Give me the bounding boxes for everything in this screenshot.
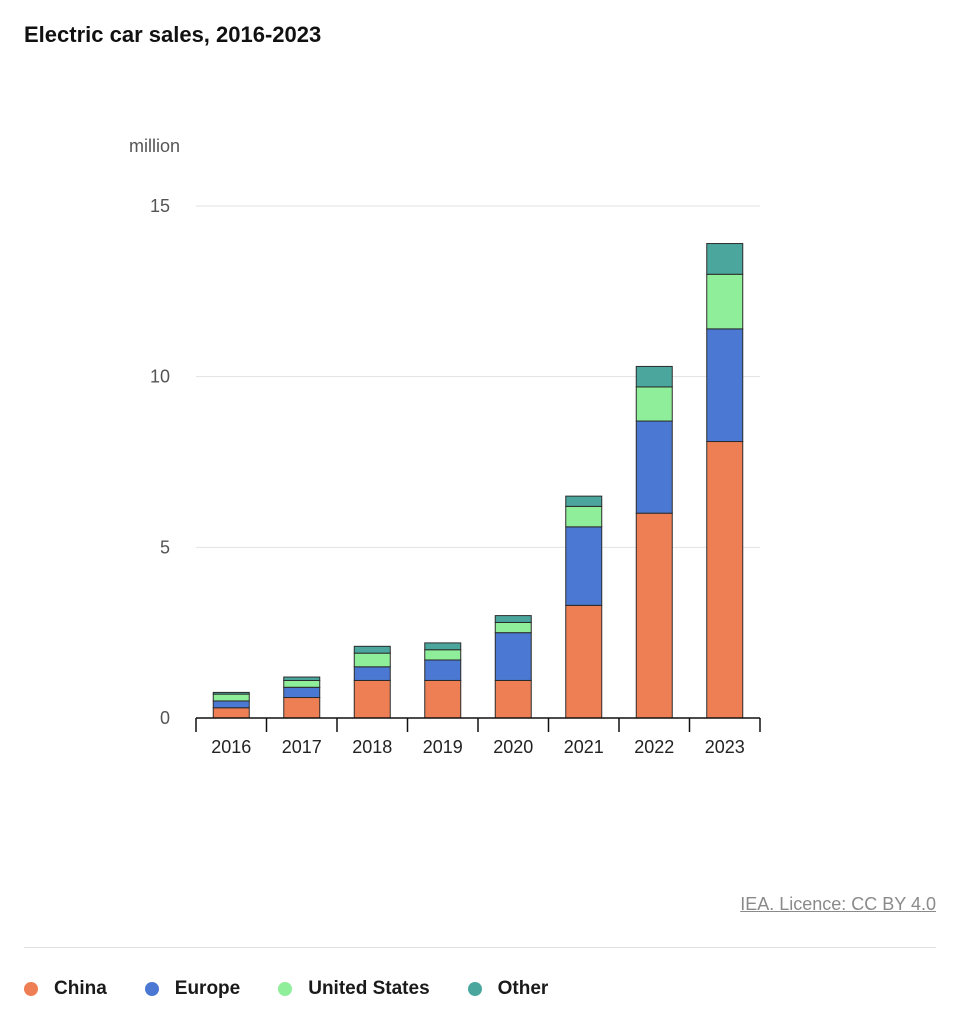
legend-item-united-states[interactable]: United States	[278, 978, 430, 1000]
bar-china-2016[interactable]	[212, 707, 250, 719]
legend-item-china[interactable]: China	[24, 978, 107, 1000]
x-axis-ticks: 2016 2017 2018 2019 2020 2021 2022 2023	[211, 737, 745, 757]
x-tick-label: 2016	[211, 737, 251, 757]
bar-europe-2023[interactable]	[706, 328, 744, 443]
bar-europe-2022[interactable]	[635, 420, 673, 514]
x-tick-label: 2022	[634, 737, 674, 757]
bar-united-states-2017[interactable]	[283, 679, 321, 688]
legend-dot	[24, 982, 38, 996]
x-tick-label: 2020	[493, 737, 533, 757]
x-tick-label: 2021	[564, 737, 604, 757]
bar-europe-2017[interactable]	[283, 686, 321, 699]
bar-china-2018[interactable]	[353, 679, 391, 719]
bar-united-states-2018[interactable]	[353, 652, 391, 668]
x-tick-label: 2023	[705, 737, 745, 757]
source-licence-link[interactable]: IEA. Licence: CC BY 4.0	[740, 894, 936, 914]
bar-china-2017[interactable]	[283, 697, 321, 719]
bar-europe-2020[interactable]	[494, 632, 532, 681]
bar-other-2023[interactable]	[706, 243, 744, 275]
bar-united-states-2016[interactable]	[212, 693, 250, 702]
bar-europe-2016[interactable]	[212, 700, 250, 709]
bar-united-states-2023[interactable]	[706, 273, 744, 330]
bar-other-2021[interactable]	[565, 495, 603, 507]
legend-label: Europe	[174, 978, 241, 999]
bar-united-states-2021[interactable]	[565, 505, 603, 528]
bar-united-states-2022[interactable]	[635, 386, 673, 422]
chart-title: Electric car sales, 2016-2023	[24, 22, 322, 47]
legend-dot	[278, 982, 293, 996]
bar-united-states-2019[interactable]	[424, 649, 462, 661]
bar-china-2021[interactable]	[565, 604, 603, 719]
bar-other-2018[interactable]	[353, 645, 391, 654]
y-tick-label: 0	[160, 708, 170, 728]
y-axis-unit-label: million	[129, 136, 180, 156]
bar-europe-2019[interactable]	[424, 659, 462, 681]
y-tick-label: 10	[150, 367, 170, 387]
y-axis-ticks: 0 5 10 15	[150, 196, 170, 728]
bar-other-2017[interactable]	[283, 676, 321, 681]
y-tick-label: 5	[160, 537, 170, 557]
bar-other-2016[interactable]	[212, 691, 250, 695]
legend-divider	[24, 947, 936, 948]
bars	[212, 243, 744, 719]
bar-other-2020[interactable]	[494, 615, 532, 623]
legend-label: Other	[497, 978, 549, 999]
legend-label: United States	[308, 978, 430, 999]
x-axis	[195, 717, 761, 732]
legend-item-other[interactable]: Other	[467, 978, 549, 1000]
bar-united-states-2020[interactable]	[494, 621, 532, 634]
legend-dot	[467, 982, 482, 996]
legend-label: China	[54, 978, 107, 999]
legend: China Europe United States Other	[24, 978, 586, 1000]
gridlines	[196, 205, 760, 548]
legend-item-europe[interactable]: Europe	[144, 978, 241, 1000]
x-tick-label: 2017	[282, 737, 322, 757]
x-tick-label: 2018	[352, 737, 392, 757]
bar-china-2019[interactable]	[424, 679, 462, 719]
bar-other-2019[interactable]	[424, 642, 462, 651]
x-tick-label: 2019	[423, 737, 463, 757]
legend-dot	[144, 982, 159, 996]
y-tick-label: 15	[150, 196, 170, 216]
bar-china-2022[interactable]	[635, 512, 673, 719]
bar-other-2022[interactable]	[635, 365, 673, 388]
bar-europe-2021[interactable]	[565, 526, 603, 606]
bar-europe-2018[interactable]	[353, 666, 391, 681]
bar-china-2023[interactable]	[706, 441, 744, 719]
bar-china-2020[interactable]	[494, 679, 532, 719]
